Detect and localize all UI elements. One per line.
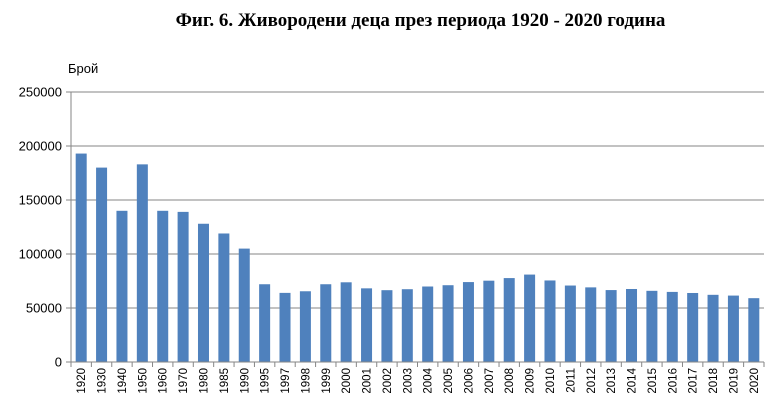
gridlines: [71, 91, 764, 309]
x-tick-label: 2017: [688, 368, 700, 394]
bar-2019: [727, 295, 739, 362]
y-tick-label: 150000: [19, 193, 62, 208]
x-tick-label: 1940: [117, 368, 129, 394]
x-tick-label: 1985: [219, 368, 231, 394]
bar-2006: [462, 282, 474, 362]
y-tick-label: 100000: [19, 247, 62, 262]
x-tick-label: 2005: [443, 368, 455, 394]
x-tick-label: 2011: [565, 368, 577, 393]
x-tick-label: 2020: [749, 368, 761, 394]
x-tick-label: 2002: [382, 368, 394, 394]
y-tick-label: 50000: [26, 301, 62, 316]
x-tick-label: 2010: [545, 368, 557, 394]
x-tick-label: 2006: [463, 368, 475, 394]
y-tick-label: 200000: [19, 139, 62, 154]
bar-1950: [136, 164, 148, 362]
x-tick-label: 2013: [606, 368, 618, 394]
bar-1980: [197, 223, 209, 362]
y-axis-ticks: 0 50000 100000 150000 200000 250000: [19, 85, 71, 370]
bar-2008: [503, 278, 515, 362]
bar-2004: [422, 286, 434, 362]
bar-1985: [218, 233, 230, 362]
x-tick-label: 2014: [627, 367, 639, 393]
bar-2016: [666, 291, 678, 362]
y-tick-label: 0: [55, 355, 62, 370]
bar-2012: [585, 287, 597, 362]
x-tick-label: 2019: [728, 368, 740, 394]
x-tick-label: 1930: [97, 368, 109, 394]
x-tick-label: 2001: [362, 368, 374, 394]
x-tick-label: 1950: [137, 368, 149, 394]
bar-1920: [75, 153, 87, 362]
x-tick-label: 1970: [178, 368, 190, 394]
bar-2014: [626, 288, 638, 362]
x-tick-label: 2007: [484, 368, 496, 394]
bar-1997: [279, 292, 291, 362]
bar-2010: [544, 280, 556, 362]
bar-1999: [320, 284, 332, 362]
bar-2017: [687, 292, 699, 362]
y-tick-label: 250000: [19, 85, 62, 100]
bar-2009: [524, 274, 536, 362]
bar-1995: [259, 284, 271, 362]
bar-2011: [564, 285, 576, 362]
x-axis-ticks: 1920 1930 1940 1950 1960 1970 1980 1985 1990 1995…: [70, 362, 765, 394]
bar-2002: [381, 290, 393, 362]
bar-2000: [340, 282, 352, 362]
x-tick-label: 2003: [402, 368, 414, 394]
x-tick-label: 2004: [423, 367, 435, 393]
bar-2007: [483, 280, 495, 362]
x-tick-label: 2016: [667, 368, 679, 394]
bar-1998: [299, 291, 311, 362]
x-tick-label: 2000: [341, 368, 353, 394]
x-tick-label: 1980: [198, 368, 210, 394]
bar-1940: [116, 210, 128, 362]
x-tick-label: 1920: [76, 368, 88, 394]
x-tick-label: 1997: [280, 368, 292, 394]
x-tick-label: 1998: [300, 368, 312, 394]
x-tick-label: 1990: [239, 368, 251, 394]
x-tick-label: 2018: [708, 368, 720, 394]
bar-1960: [157, 210, 169, 362]
x-tick-label: 1960: [158, 368, 170, 394]
x-tick-label: 1995: [260, 368, 272, 394]
x-tick-label: 2012: [586, 368, 598, 394]
bar-1990: [238, 248, 250, 362]
bar-1970: [177, 211, 189, 362]
bar-2003: [401, 289, 413, 362]
bar-2015: [646, 290, 658, 362]
bar-2018: [707, 294, 719, 362]
bar-2005: [442, 285, 454, 362]
y-axis-label: Брой: [68, 61, 98, 76]
chart-title: Фиг. 6. Живородени деца през периода 192…: [175, 10, 666, 31]
bar-2001: [361, 288, 373, 362]
bar-2013: [605, 290, 617, 362]
x-tick-label: 1999: [321, 368, 333, 394]
bars: [75, 153, 760, 362]
x-tick-label: 2015: [647, 368, 659, 394]
x-tick-label: 2008: [504, 368, 516, 394]
bar-1930: [96, 167, 108, 362]
x-tick-label: 2009: [525, 368, 537, 394]
bar-2020: [748, 298, 760, 362]
